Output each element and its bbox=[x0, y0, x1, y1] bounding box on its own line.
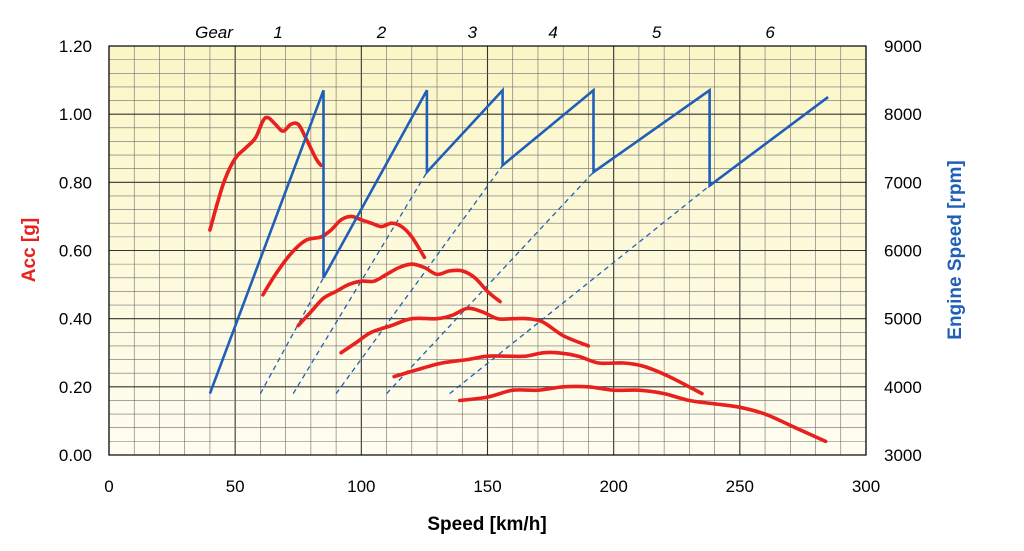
x-axis-title: Speed [km/h] bbox=[427, 514, 546, 535]
engine-speed-projection-5 bbox=[449, 185, 710, 395]
left-axis-title: Acc [g] bbox=[19, 218, 40, 282]
x-tick-label: 250 bbox=[726, 477, 754, 496]
engine-speed-series-group bbox=[208, 86, 829, 395]
y-right-tick-label: 6000 bbox=[884, 242, 922, 261]
acceleration-curve-gear-1 bbox=[208, 115, 323, 232]
gear-header-title: Gear bbox=[195, 23, 234, 42]
tick-labels: 0 50 100 150 200 250 300 0.00 0.20 0.40 0.60 0.80 1.… bbox=[59, 37, 922, 496]
acceleration-curve-gear-2 bbox=[261, 214, 427, 297]
engine-speed-projection-1 bbox=[259, 277, 325, 394]
gear-label-1: 1 bbox=[273, 23, 282, 42]
gear-label-2: 2 bbox=[376, 23, 387, 42]
right-axis-title: Engine Speed [rpm] bbox=[945, 160, 966, 339]
engine-speed-projection-4 bbox=[386, 171, 594, 395]
plot-border bbox=[108, 45, 867, 456]
y-left-tick-label: 1.20 bbox=[59, 37, 92, 56]
x-tick-label: 300 bbox=[852, 477, 880, 496]
x-tick-label: 200 bbox=[599, 477, 627, 496]
acceleration-curve-gear-6 bbox=[457, 384, 828, 444]
engine-speed-sawtooth-line bbox=[208, 86, 829, 395]
y-right-tick-label: 7000 bbox=[884, 173, 922, 192]
gear-label-6: 6 bbox=[765, 23, 775, 42]
acceleration-series-group bbox=[208, 115, 828, 444]
y-left-tick-label: 0.80 bbox=[59, 173, 92, 192]
y-right-tick-label: 5000 bbox=[884, 310, 922, 329]
y-right-tick-label: 4000 bbox=[884, 378, 922, 397]
y-left-tick-label: 0.60 bbox=[59, 242, 92, 261]
y-right-tick-label: 8000 bbox=[884, 105, 922, 124]
x-tick-label: 150 bbox=[473, 477, 501, 496]
gear-label-4: 4 bbox=[548, 23, 557, 42]
x-tick-label: 0 bbox=[104, 477, 113, 496]
y-right-tick-label: 3000 bbox=[884, 446, 922, 465]
x-tick-label: 100 bbox=[347, 477, 375, 496]
y-left-tick-label: 0.20 bbox=[59, 378, 92, 397]
acceleration-curve-gear-4 bbox=[339, 306, 591, 355]
acceleration-curve-gear-5 bbox=[392, 350, 704, 396]
engine-speed-projection-3 bbox=[335, 164, 504, 395]
gear-label-5: 5 bbox=[652, 23, 662, 42]
x-tick-label: 50 bbox=[226, 477, 245, 496]
y-left-tick-label: 0.40 bbox=[59, 310, 92, 329]
y-left-tick-label: 0.00 bbox=[59, 446, 92, 465]
gear-header: Gear 1 2 3 4 5 6 bbox=[195, 23, 775, 42]
gear-label-3: 3 bbox=[468, 23, 478, 42]
y-left-tick-label: 1.00 bbox=[59, 105, 92, 124]
acceleration-curve-gear-3 bbox=[296, 262, 502, 328]
y-right-tick-label: 9000 bbox=[884, 37, 922, 56]
